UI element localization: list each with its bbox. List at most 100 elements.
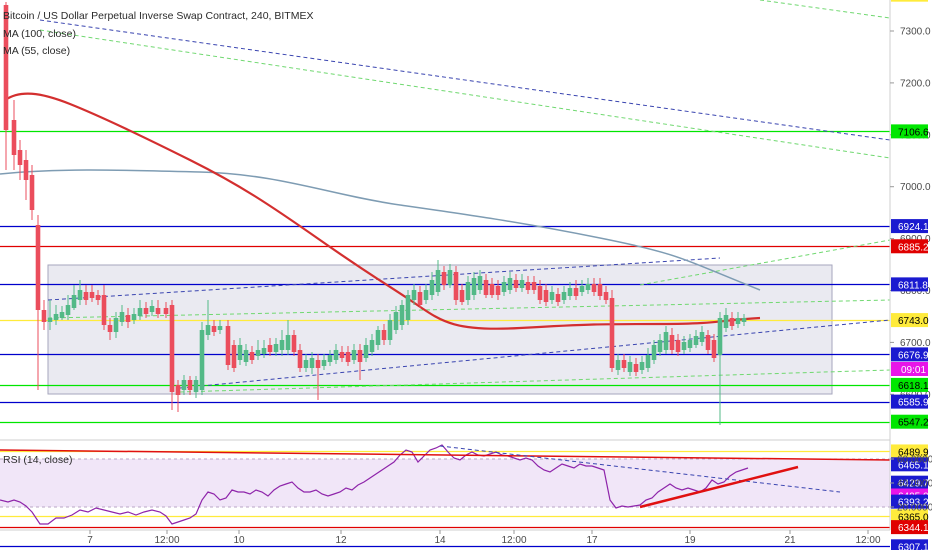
- rsi-tick-label: 20.0000: [897, 503, 932, 514]
- candle: [243, 344, 249, 366]
- price-level-tag-bg: [891, 277, 928, 292]
- time-tick-label: 10: [233, 535, 245, 546]
- candle-body: [175, 385, 181, 395]
- candle: [369, 334, 375, 356]
- trendline[interactable]: [759, 0, 891, 19]
- candle: [303, 354, 309, 372]
- candle-body: [375, 330, 381, 345]
- candle-body: [525, 282, 531, 290]
- ma100-line[interactable]: [4, 92, 761, 330]
- candle-body: [107, 325, 113, 332]
- price-level-tag-bg: [891, 457, 928, 472]
- candle: [249, 346, 255, 364]
- candle: [205, 300, 211, 340]
- candle-body: [149, 306, 155, 312]
- trendline[interactable]: [179, 369, 891, 393]
- rsi-trendline-support[interactable]: [639, 465, 799, 509]
- candle: [199, 322, 205, 395]
- trendline[interactable]: [39, 19, 891, 141]
- price-level-tag: 6307.1: [891, 539, 929, 550]
- candle: [387, 314, 393, 345]
- candle: [405, 290, 411, 325]
- price-level-tag-bg: [891, 239, 928, 254]
- ma55-line[interactable]: [0, 169, 761, 291]
- price-axis[interactable]: 7300.07200.07100.07000.06900.06800.06700…: [889, 0, 932, 550]
- rsi-legend[interactable]: RSI (14, close): [3, 454, 73, 466]
- candle-body: [187, 380, 193, 390]
- candle: [681, 336, 687, 354]
- candle-body: [705, 335, 711, 350]
- rsi-trendline-resistance[interactable]: [0, 449, 891, 461]
- candle: [255, 340, 261, 360]
- candle: [669, 328, 675, 354]
- candle-body: [137, 308, 143, 316]
- rsi-line[interactable]: [0, 444, 749, 525]
- candle-body: [681, 342, 687, 350]
- chart-title: Bitcoin / US Dollar Perpetual Inverse Sw…: [3, 10, 314, 22]
- price-level-tag: 6465.1: [891, 457, 929, 472]
- candle-body: [711, 340, 717, 358]
- price-level-tag-label: 6465.1: [898, 460, 929, 471]
- ma55-legend[interactable]: MA (55, close): [3, 45, 71, 57]
- candle-body: [131, 314, 137, 320]
- candle-body: [531, 282, 537, 290]
- price-pane[interactable]: [0, 0, 891, 548]
- candle: [11, 100, 17, 170]
- candle: [273, 338, 279, 356]
- candle-body: [387, 320, 393, 340]
- candle-body: [29, 175, 35, 210]
- trendline[interactable]: [47, 257, 721, 301]
- candle-body: [255, 350, 261, 356]
- candle: [351, 344, 357, 364]
- candle: [363, 338, 369, 362]
- candle-body: [537, 286, 543, 300]
- time-tick-label: 19: [684, 535, 696, 546]
- candle: [627, 356, 633, 376]
- time-axis[interactable]: 7 12:00 10 12 14 12:00 17 19 21 12:00: [0, 529, 890, 546]
- candle-body: [71, 295, 77, 308]
- candle-body: [363, 345, 369, 358]
- trendline[interactable]: [639, 239, 891, 286]
- candle-body: [669, 335, 675, 350]
- candle-body: [279, 340, 285, 350]
- candle-body: [273, 344, 279, 352]
- candle: [211, 320, 217, 336]
- candle: [65, 295, 71, 320]
- candle: [657, 334, 663, 356]
- candle: [125, 308, 131, 328]
- ma100-legend[interactable]: MA (100, close): [3, 28, 76, 40]
- candle-body: [249, 352, 255, 360]
- candle: [29, 165, 35, 220]
- candle: [327, 350, 333, 366]
- candle: [501, 276, 507, 296]
- price-level-tag-bg: [891, 494, 928, 509]
- price-level-tag-label: 6585.9: [898, 398, 929, 409]
- candle: [291, 330, 297, 356]
- price-level-tag-bg: [891, 394, 928, 409]
- trendline[interactable]: [39, 29, 891, 159]
- candle: [399, 300, 405, 330]
- candle-body: [205, 325, 211, 335]
- candle-body: [291, 335, 297, 352]
- candle: [89, 285, 95, 302]
- candle-body: [333, 350, 339, 360]
- candle-body: [693, 336, 699, 345]
- candle: [423, 284, 429, 304]
- candle-body: [217, 326, 223, 330]
- rsi-pane[interactable]: [0, 444, 891, 525]
- candle-body: [447, 270, 453, 285]
- price-level-tag: 6924.1: [891, 219, 929, 234]
- candle: [579, 280, 585, 296]
- candle-body: [169, 305, 175, 392]
- candle: [375, 326, 381, 350]
- candle: [393, 306, 399, 334]
- candle: [729, 312, 735, 330]
- candle-body: [345, 352, 351, 362]
- candle-body: [651, 345, 657, 360]
- candle-body: [729, 318, 735, 326]
- candle: [231, 340, 237, 372]
- candle-body: [339, 352, 345, 358]
- trendline[interactable]: [47, 299, 891, 319]
- candle-body: [41, 310, 47, 322]
